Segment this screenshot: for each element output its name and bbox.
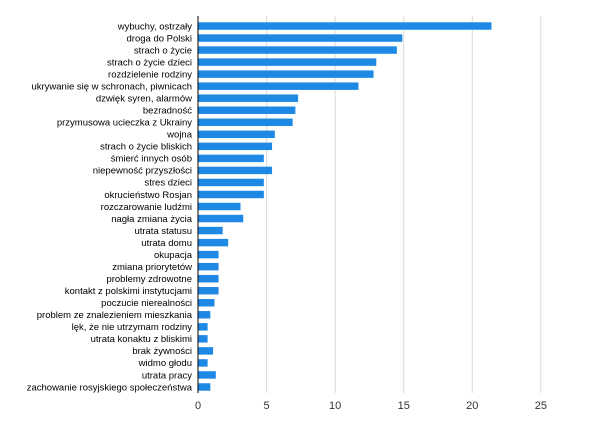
bar [198,142,273,151]
bar [198,359,208,367]
category-label: utrata pracy [142,370,192,381]
x-tick-label: 0 [195,400,201,412]
bar [198,166,273,175]
category-label: kontakt z polskimi instytucjami [65,286,192,297]
bar [198,202,241,211]
x-tick-label: 25 [535,400,547,412]
bar [198,130,275,139]
gridlines [266,16,542,393]
bar [198,214,244,223]
category-label: widmo głodu [138,358,192,369]
category-label: zachowanie rosyjskiego społeczeństwa [27,382,193,393]
category-label: lęk, że nie utrzymam rodziny [72,322,193,333]
bar [198,22,492,30]
bar [198,383,211,391]
category-label: ukrywanie się w schronach, piwnicach [31,81,192,92]
category-label: śmierć innych osób [111,154,192,165]
category-label: problemy zdrowotne [106,274,192,285]
category-label: strach o życie bliskich [100,142,192,153]
category-label: utrata konaktu z bliskimi [91,334,192,345]
category-label: utrata statusu [134,226,192,237]
bar [198,323,208,331]
category-label: okupacja [154,250,193,261]
bars [198,22,492,391]
category-label: strach o życie [134,45,192,56]
bar [198,371,216,379]
x-tick-labels: 0 5 10 15 20 25 [195,400,547,412]
category-label: stres dzieci [144,178,192,189]
bar [198,58,377,66]
category-label: droga do Polski [127,33,192,44]
category-label: problem ze znalezieniem mieszkania [37,310,193,321]
category-label: poczucie nierealności [101,298,192,309]
category-label: rozdzielenie rodziny [108,69,192,80]
bar [198,286,219,295]
bar [198,238,229,247]
bar [198,178,264,187]
bar [198,118,293,127]
bar [198,82,359,90]
category-label: utrata domu [141,238,192,249]
category-label: zmiana priorytetów [112,262,192,273]
bar [198,34,403,42]
category-label: bezradność [143,106,192,117]
category-label: wojna [166,130,193,141]
category-label: wybuchy, ostrzały [117,21,193,32]
category-label: strach o życie dzieci [107,57,192,68]
x-tick-label: 10 [329,400,341,412]
category-label: nagła zmiana życia [111,214,193,225]
bar [198,106,296,114]
bar [198,335,208,343]
category-label: rozczarowanie ludźmi [101,202,192,213]
bar [198,299,215,307]
bar [198,250,219,259]
category-label: brak żywności [132,346,192,357]
category-label: okrucieństwo Rosjan [104,190,192,201]
bar [198,311,211,319]
bar [198,262,219,271]
bar [198,347,214,355]
x-tick-label: 20 [466,400,478,412]
bar [198,226,223,235]
bar [198,94,299,102]
category-label: dzwięk syren, alarmów [96,94,192,105]
bar [198,274,219,283]
bar [198,70,374,78]
bar [198,190,264,199]
category-label: przymusowa ucieczka z Ukrainy [57,118,192,129]
bar [198,154,264,163]
x-tick-label: 5 [264,400,270,412]
bar [198,46,397,54]
category-label: niepewność przyszłości [93,166,192,177]
x-tick-label: 15 [398,400,410,412]
